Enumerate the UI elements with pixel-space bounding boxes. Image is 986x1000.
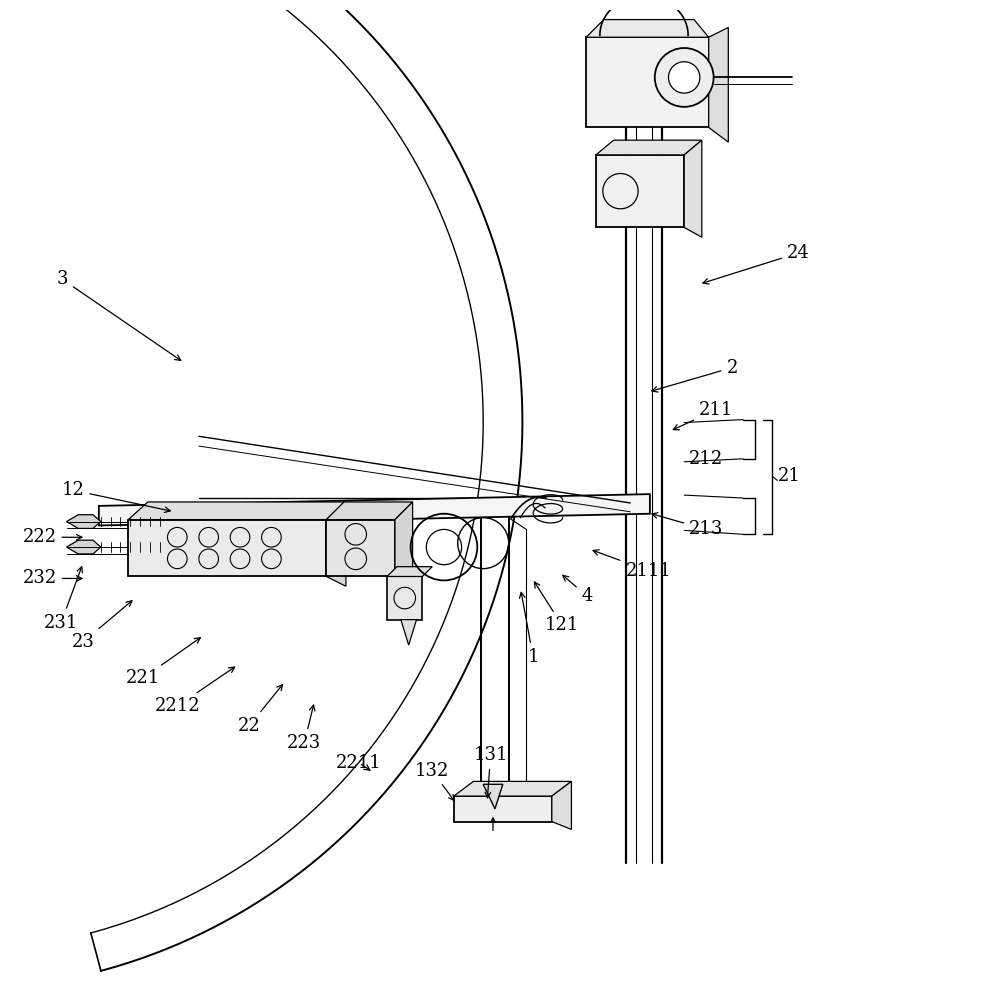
Text: 132: 132 — [414, 762, 455, 801]
Polygon shape — [66, 515, 101, 528]
Text: 4: 4 — [563, 575, 593, 605]
Text: 1: 1 — [520, 592, 538, 666]
Polygon shape — [387, 576, 422, 620]
Polygon shape — [586, 20, 709, 37]
Text: 24: 24 — [703, 244, 810, 284]
Text: 2211: 2211 — [336, 754, 382, 772]
Text: 12: 12 — [61, 481, 171, 512]
Text: 232: 232 — [23, 569, 82, 587]
Text: 223: 223 — [287, 705, 321, 752]
Text: 213: 213 — [652, 513, 724, 538]
Text: 212: 212 — [689, 450, 724, 468]
Polygon shape — [454, 796, 552, 822]
Text: 2212: 2212 — [155, 667, 235, 715]
Polygon shape — [99, 494, 650, 525]
Text: 23: 23 — [71, 601, 132, 651]
Polygon shape — [387, 567, 432, 576]
Text: 3: 3 — [57, 270, 180, 360]
Text: 221: 221 — [125, 638, 200, 687]
Polygon shape — [128, 520, 326, 576]
Polygon shape — [326, 502, 346, 586]
Polygon shape — [483, 784, 503, 809]
Circle shape — [669, 62, 700, 93]
Polygon shape — [586, 37, 709, 127]
Text: 22: 22 — [238, 685, 283, 735]
Polygon shape — [596, 155, 684, 227]
Text: 231: 231 — [44, 567, 83, 632]
Polygon shape — [709, 27, 729, 142]
Polygon shape — [596, 140, 702, 155]
Polygon shape — [395, 502, 412, 586]
Polygon shape — [684, 140, 702, 237]
Polygon shape — [552, 781, 572, 829]
Text: 211: 211 — [673, 401, 734, 430]
Polygon shape — [326, 502, 412, 520]
Text: 21: 21 — [777, 467, 801, 485]
Polygon shape — [128, 502, 346, 520]
Text: 2: 2 — [652, 359, 738, 392]
Polygon shape — [454, 781, 572, 796]
Text: 222: 222 — [23, 528, 82, 546]
Polygon shape — [401, 620, 416, 645]
Text: 121: 121 — [534, 582, 580, 634]
Text: 131: 131 — [473, 746, 508, 798]
Polygon shape — [326, 520, 395, 576]
Text: 2111: 2111 — [593, 550, 671, 580]
Polygon shape — [66, 540, 101, 554]
Circle shape — [655, 48, 714, 107]
